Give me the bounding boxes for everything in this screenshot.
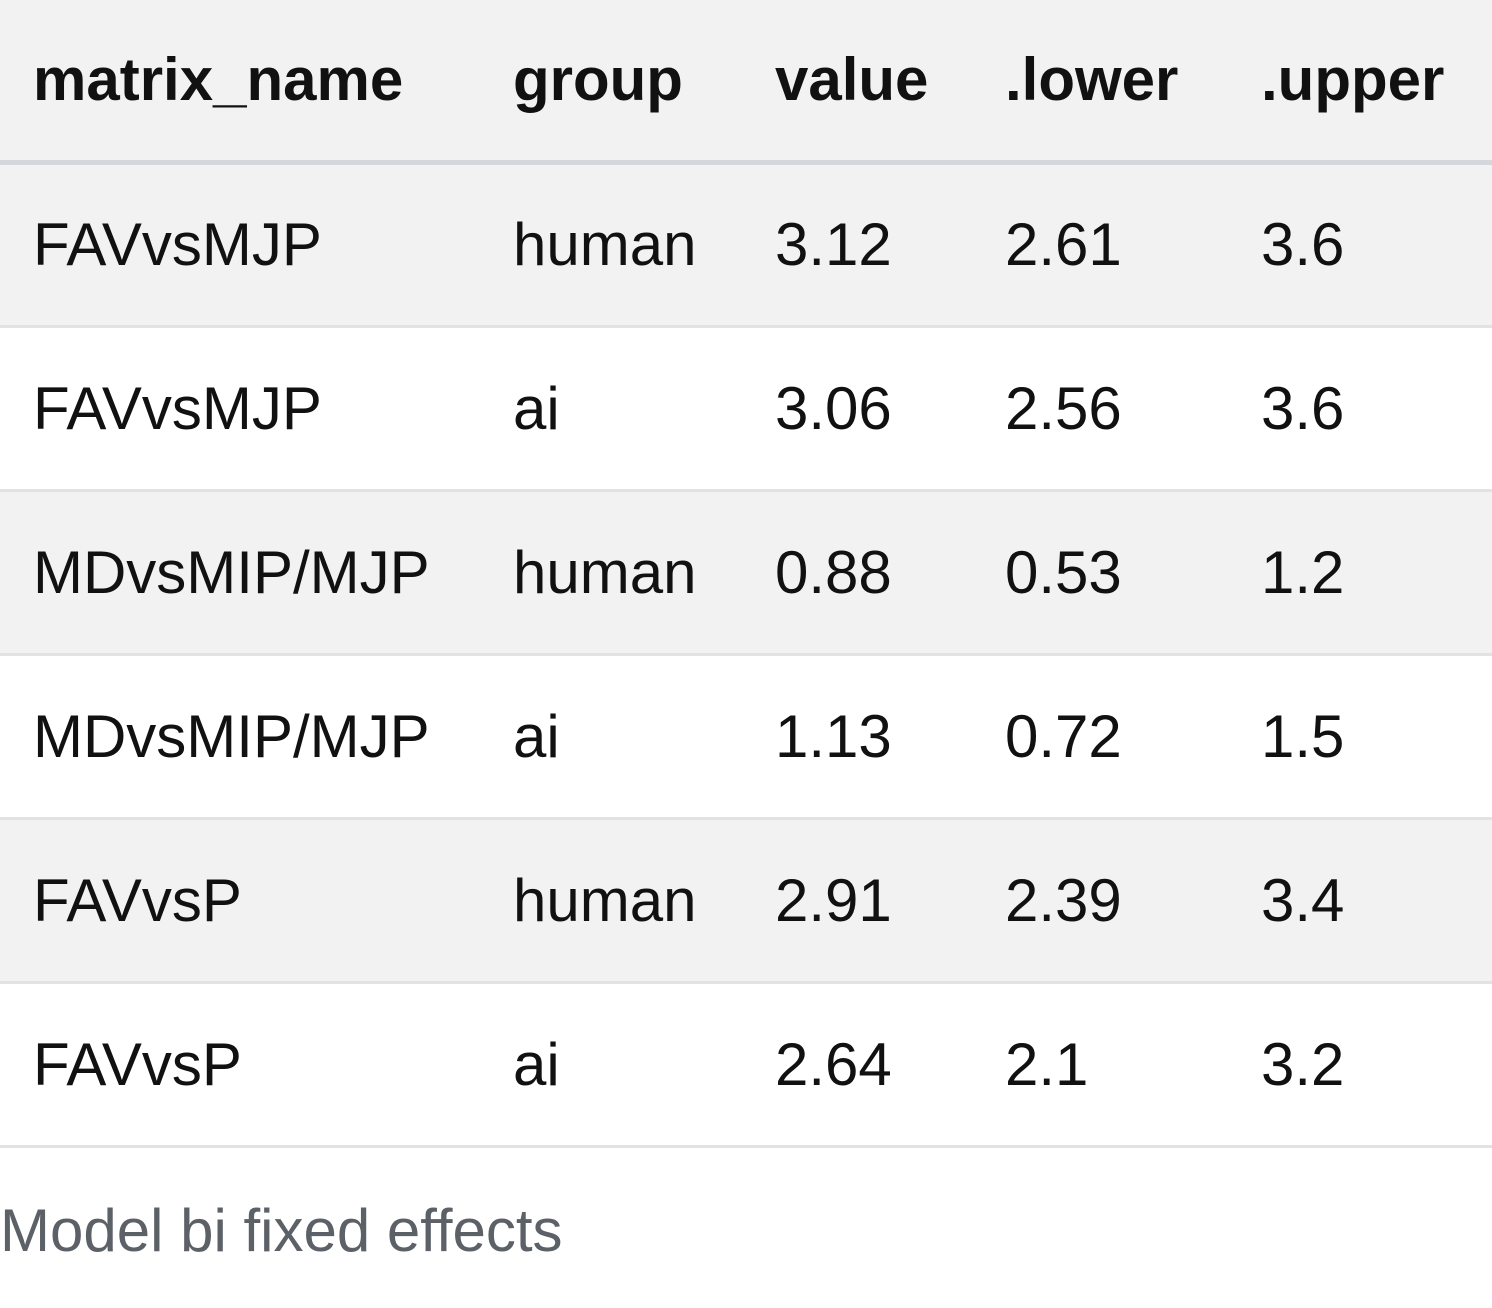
- cell-upper: 3.6: [1228, 326, 1492, 492]
- column-header-lower: .lower: [972, 0, 1228, 165]
- cell-group: ai: [480, 982, 742, 1148]
- column-header-upper: .upper: [1228, 0, 1492, 165]
- table-row: FAVvsMJP human 3.12 2.61 3.6: [0, 162, 1492, 328]
- cell-upper: 3.6: [1228, 162, 1492, 328]
- results-table-container: matrix_name group value .lower .upper FA…: [0, 0, 1492, 1148]
- cell-value: 3.06: [742, 326, 972, 492]
- table-row: FAVvsP human 2.91 2.39 3.4: [0, 818, 1492, 984]
- column-header-value: value: [742, 0, 972, 165]
- cell-value: 1.13: [742, 654, 972, 820]
- cell-lower: 2.56: [972, 326, 1228, 492]
- table-body: FAVvsMJP human 3.12 2.61 3.6 FAVvsMJP ai…: [0, 162, 1492, 1148]
- cell-value: 2.91: [742, 818, 972, 984]
- cell-lower: 2.1: [972, 982, 1228, 1148]
- table-header: matrix_name group value .lower .upper: [0, 0, 1492, 165]
- table-row: FAVvsMJP ai 3.06 2.56 3.6: [0, 326, 1492, 492]
- cell-matrix-name: MDvsMIP/MJP: [0, 490, 480, 656]
- cell-group: human: [480, 818, 742, 984]
- cell-value: 2.64: [742, 982, 972, 1148]
- cell-upper: 3.2: [1228, 982, 1492, 1148]
- cell-value: 3.12: [742, 162, 972, 328]
- column-header-group: group: [480, 0, 742, 165]
- cell-group: ai: [480, 654, 742, 820]
- cell-matrix-name: FAVvsP: [0, 982, 480, 1148]
- cell-matrix-name: FAVvsMJP: [0, 162, 480, 328]
- cell-lower: 0.72: [972, 654, 1228, 820]
- table-row: FAVvsP ai 2.64 2.1 3.2: [0, 982, 1492, 1148]
- table-row: MDvsMIP/MJP ai 1.13 0.72 1.5: [0, 654, 1492, 820]
- column-header-matrix-name: matrix_name: [0, 0, 480, 165]
- cell-upper: 1.2: [1228, 490, 1492, 656]
- table-caption: Model bi fixed effects: [0, 1197, 563, 1264]
- cell-upper: 3.4: [1228, 818, 1492, 984]
- cell-group: human: [480, 162, 742, 328]
- cell-lower: 2.39: [972, 818, 1228, 984]
- cell-upper: 1.5: [1228, 654, 1492, 820]
- header-row: matrix_name group value .lower .upper: [0, 0, 1492, 165]
- cell-matrix-name: FAVvsP: [0, 818, 480, 984]
- cell-group: human: [480, 490, 742, 656]
- cell-lower: 2.61: [972, 162, 1228, 328]
- fixed-effects-table: matrix_name group value .lower .upper FA…: [0, 0, 1492, 1148]
- cell-group: ai: [480, 326, 742, 492]
- table-row: MDvsMIP/MJP human 0.88 0.53 1.2: [0, 490, 1492, 656]
- cell-lower: 0.53: [972, 490, 1228, 656]
- cell-matrix-name: MDvsMIP/MJP: [0, 654, 480, 820]
- cell-matrix-name: FAVvsMJP: [0, 326, 480, 492]
- cell-value: 0.88: [742, 490, 972, 656]
